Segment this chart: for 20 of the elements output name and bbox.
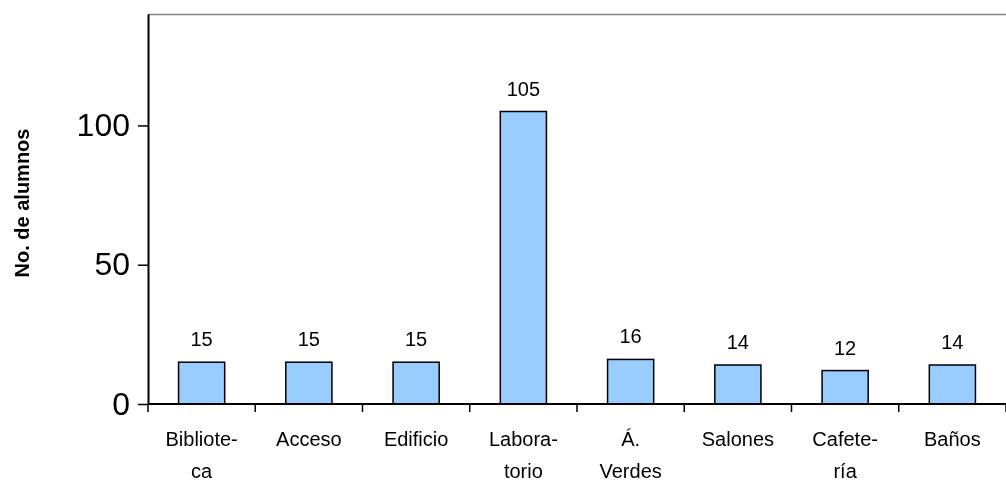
data-label: 105 [506, 77, 541, 100]
y-tick-label: 50 [94, 246, 130, 283]
x-tick-label: Edificio [383, 428, 449, 450]
y-tick-label: 100 [76, 107, 130, 144]
data-label: 15 [405, 328, 428, 351]
data-label: 15 [190, 328, 213, 351]
data-label: 12 [834, 336, 857, 359]
y-tick-label: 0 [112, 385, 130, 422]
y-axis-title: No. de alumnos [11, 128, 33, 278]
x-tick-label: Á. Verdes [599, 428, 662, 482]
x-tick-label: Bibliote- ca [165, 428, 238, 482]
data-label: 15 [297, 328, 320, 351]
data-label: 14 [726, 331, 749, 353]
data-label: 16 [619, 325, 642, 348]
x-tick-label: Baños [924, 428, 981, 450]
x-tick-label: Cafete- ría [812, 428, 878, 482]
x-tick-label: Salones [701, 428, 775, 450]
data-label: 14 [941, 331, 964, 353]
x-tick-label: Labora- torio [488, 428, 558, 482]
x-tick-label: Acceso [276, 428, 342, 450]
